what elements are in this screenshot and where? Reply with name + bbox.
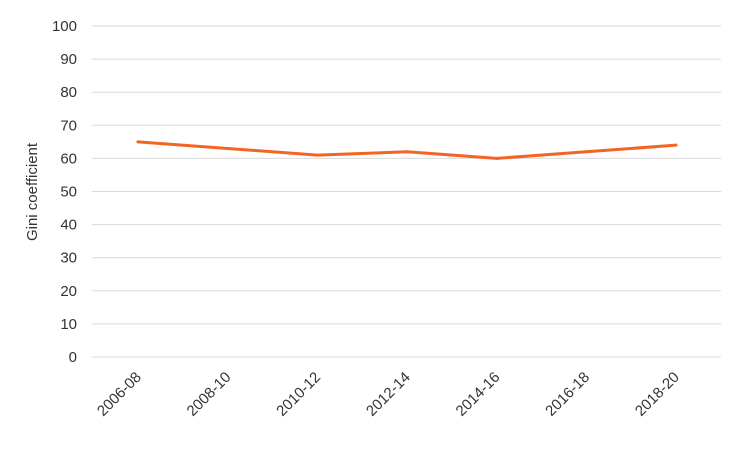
y-tick-label: 60 xyxy=(60,150,77,167)
y-tick-label: 80 xyxy=(60,84,77,101)
y-tick-label: 100 xyxy=(52,18,77,35)
y-tick-label: 50 xyxy=(60,184,77,201)
data-point xyxy=(674,143,678,147)
x-tick-label: 2012-14 xyxy=(363,369,414,420)
x-tick-label: 2008-10 xyxy=(184,369,235,420)
y-axis-ticks: 0 10 20 30 40 50 60 70 80 90 100 xyxy=(52,18,77,366)
y-tick-label: 30 xyxy=(60,250,77,267)
series-group xyxy=(136,140,678,160)
series-line xyxy=(136,140,678,160)
y-tick-label: 70 xyxy=(60,117,77,134)
data-point xyxy=(136,140,140,144)
x-axis-ticks: 2006-08 2008-10 2010-12 2012-14 2014-16 2016-… xyxy=(94,369,683,420)
x-tick-label: 2018-20 xyxy=(632,369,683,420)
y-tick-label: 20 xyxy=(60,283,77,300)
data-point xyxy=(226,146,230,150)
data-point xyxy=(584,150,588,154)
grid-lines xyxy=(92,25,721,358)
x-tick-label: 2016-18 xyxy=(542,369,593,420)
x-tick-label: 2010-12 xyxy=(273,369,324,420)
x-tick-label: 2006-08 xyxy=(94,369,145,420)
data-point xyxy=(495,156,499,160)
y-tick-label: 10 xyxy=(60,316,77,333)
x-tick-label: 2014-16 xyxy=(453,369,504,420)
y-axis-title: Gini coefficient xyxy=(24,142,41,241)
data-point xyxy=(405,150,409,154)
y-tick-label: 0 xyxy=(69,349,77,366)
y-tick-label: 90 xyxy=(60,51,77,68)
data-point xyxy=(315,153,319,157)
y-tick-label: 40 xyxy=(60,217,77,234)
